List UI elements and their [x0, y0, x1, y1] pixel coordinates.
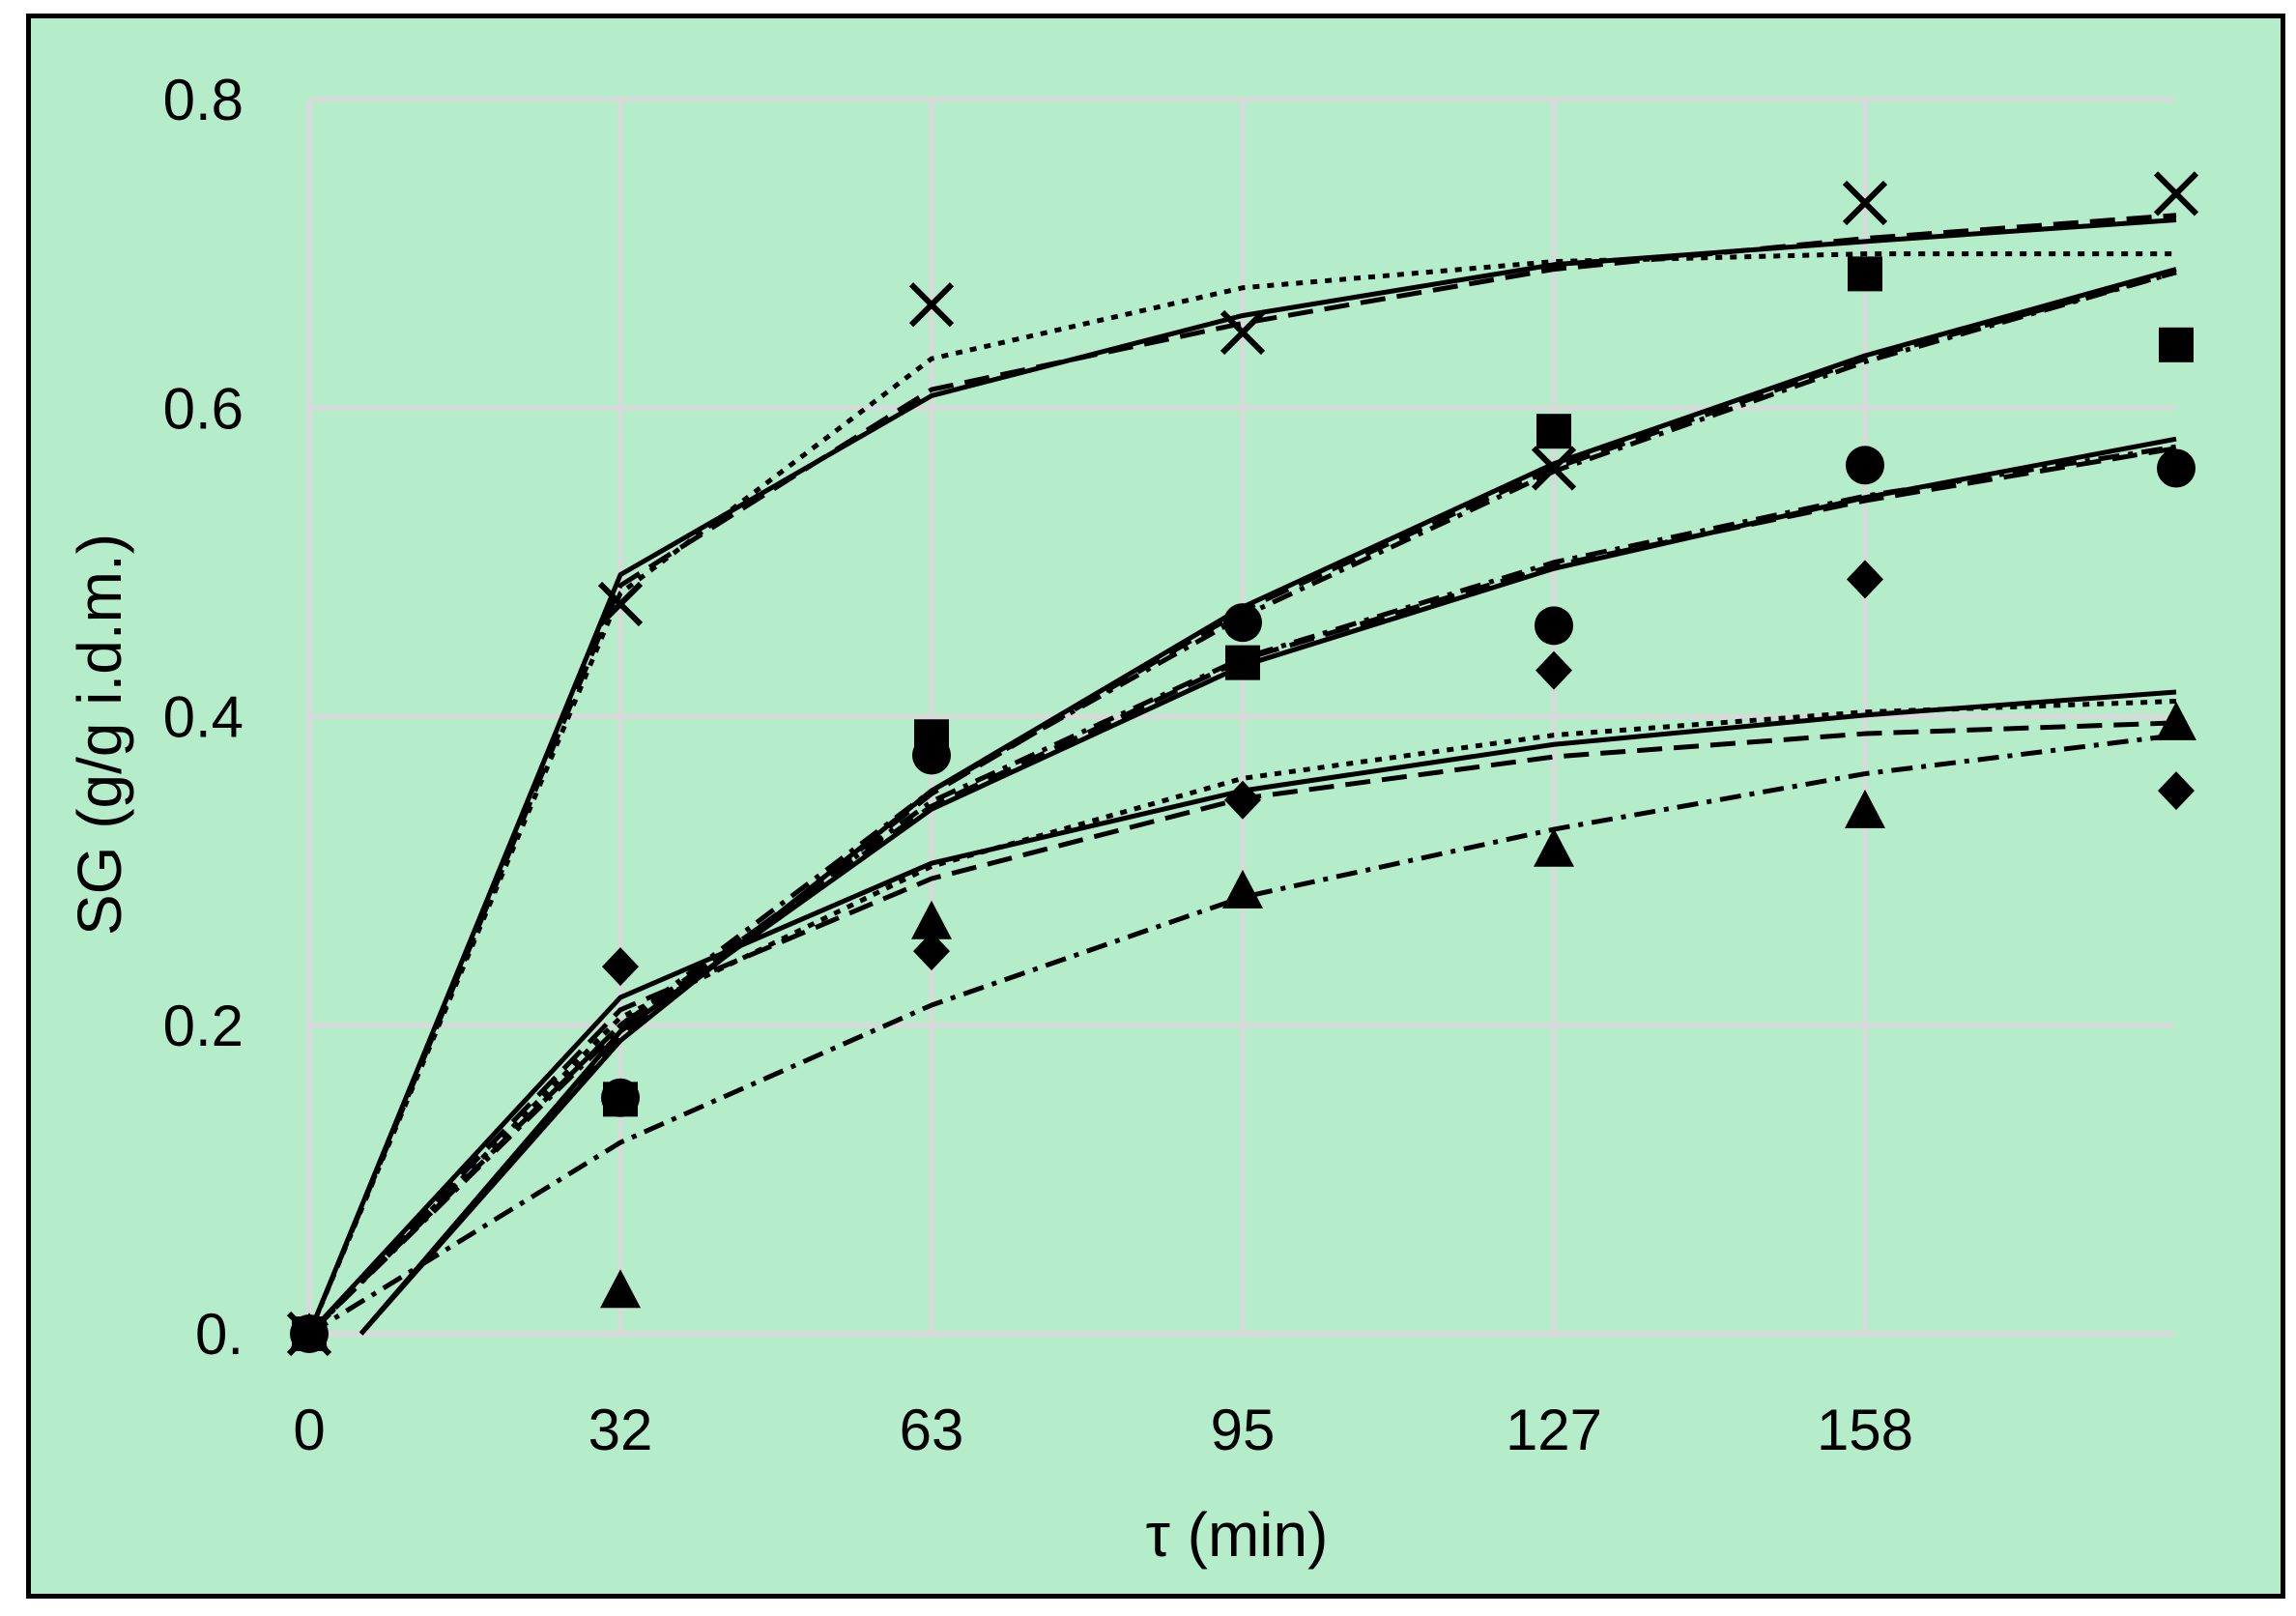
square-marker — [1536, 414, 1571, 449]
triangle-marker — [1534, 827, 1574, 867]
y-tick-label: 0.2 — [163, 994, 244, 1058]
diamond-marker — [1224, 780, 1261, 820]
triangle-marker — [289, 1313, 330, 1351]
square-marker — [1848, 256, 1882, 292]
x-cross-marker — [908, 282, 955, 328]
x-tick-label: 32 — [588, 1398, 653, 1462]
x-tick-label: 0 — [293, 1398, 325, 1462]
x-tick-label: 63 — [900, 1398, 964, 1462]
circle-marker — [1535, 606, 1573, 646]
fit-line-dashed — [359, 270, 2177, 1336]
circle-marker — [912, 736, 951, 775]
circle-marker — [601, 1078, 640, 1117]
x-tick-label: 95 — [1211, 1398, 1276, 1462]
diamond-marker — [2158, 771, 2195, 811]
triangle-marker — [1222, 869, 1263, 909]
x-cross-marker — [1220, 309, 1266, 356]
fit-line-dashed — [306, 213, 2177, 1335]
x-tick-label: 127 — [1506, 1398, 1602, 1462]
x-axis-label: τ (min) — [1146, 1500, 1329, 1570]
x-cross-stroke — [1531, 446, 1577, 491]
y-axis-label: SG (g/g i.d.m.) — [65, 534, 134, 936]
y-tick-label: 0. — [195, 1302, 244, 1367]
square-marker — [2159, 327, 2194, 362]
data-markers — [286, 171, 2199, 1357]
axes — [306, 100, 2174, 1337]
x-cross-stroke — [908, 282, 955, 328]
x-cross-marker — [2153, 171, 2199, 216]
diamond-marker — [602, 947, 639, 987]
x-tick-label: 158 — [1817, 1398, 1913, 1462]
x-cross-stroke — [2153, 171, 2199, 216]
x-cross-stroke — [1842, 180, 1888, 226]
circle-marker — [1846, 446, 1884, 485]
tick-labels: 0. 0.2 0.4 0.6 0.8 0 32 63 95 127 158 — [163, 68, 1913, 1462]
fit-line-solid — [359, 436, 2177, 1336]
x-cross-stroke — [597, 581, 644, 627]
circle-marker — [1223, 603, 1262, 643]
triangle-marker — [1845, 789, 1885, 828]
fit-line-solid — [306, 217, 2177, 1335]
triangle-marker — [911, 900, 952, 939]
x-cross-marker — [1531, 446, 1577, 491]
x-cross-stroke — [1220, 309, 1266, 356]
diamond-marker — [1847, 560, 1883, 599]
fit-line-dotted — [306, 251, 2176, 1335]
triangle-marker — [2156, 701, 2196, 740]
diamond-marker — [1535, 650, 1572, 690]
y-tick-label: 0.8 — [163, 68, 244, 132]
diamond-marker — [913, 932, 950, 971]
fit-line-solid — [359, 267, 2177, 1336]
x-cross-marker — [597, 581, 644, 627]
grid — [309, 97, 2174, 1334]
circle-marker — [2157, 448, 2196, 488]
y-tick-label: 0.6 — [163, 376, 244, 441]
y-tick-label: 0.4 — [163, 685, 244, 750]
square-marker — [1225, 645, 1260, 680]
triangle-marker — [600, 1269, 641, 1309]
x-cross-marker — [1842, 180, 1888, 226]
